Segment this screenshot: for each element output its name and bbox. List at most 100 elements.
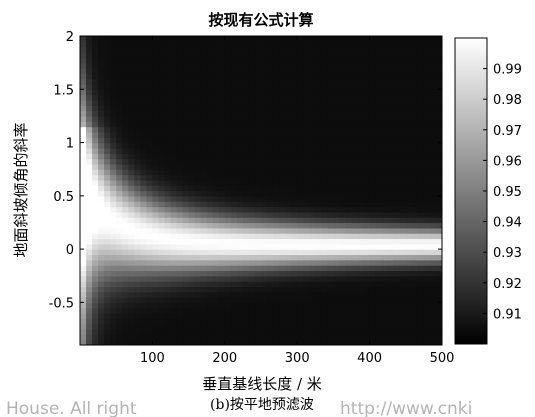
heatmap-cell: [80, 339, 87, 345]
heatmap-cell: [381, 73, 389, 80]
heatmap-cell: [182, 94, 190, 101]
heatmap-cell: [164, 137, 172, 144]
heatmap-cell: [345, 291, 353, 298]
heatmap-cell: [351, 339, 359, 345]
heatmap-cell: [194, 313, 202, 319]
heatmap-cell: [405, 217, 413, 224]
heatmap-cell: [387, 73, 395, 80]
heatmap-cell: [423, 329, 431, 335]
heatmap-cell: [297, 94, 304, 101]
heatmap-cell: [104, 137, 111, 144]
heatmap-cell: [206, 275, 214, 282]
heatmap-cell: [158, 121, 166, 128]
heatmap-cell: [152, 281, 160, 287]
heatmap-cell: [411, 323, 419, 330]
heatmap-cell: [387, 249, 395, 256]
heatmap-cell: [116, 249, 123, 256]
heatmap-cell: [254, 99, 262, 106]
heatmap-cell: [273, 275, 280, 282]
heatmap-cell: [158, 291, 166, 298]
heatmap-cell: [291, 46, 298, 53]
heatmap-cell: [80, 270, 87, 277]
heatmap-cell: [104, 286, 111, 293]
heatmap-cell: [224, 169, 232, 176]
heatmap-cell: [267, 217, 274, 224]
y-tick-label: 0.5: [53, 190, 74, 205]
heatmap-cell: [327, 217, 334, 224]
heatmap-cell: [291, 307, 298, 314]
heatmap-cell: [423, 243, 431, 250]
heatmap-cell: [254, 339, 262, 345]
heatmap-cell: [405, 105, 413, 112]
heatmap-cell: [393, 51, 401, 58]
heatmap-cell: [411, 131, 419, 138]
heatmap-cell: [387, 334, 395, 341]
heatmap-cell: [242, 110, 250, 117]
heatmap-cell: [285, 302, 292, 309]
heatmap-cell: [261, 243, 268, 250]
heatmap-cell: [423, 83, 431, 90]
heatmap-cell: [393, 206, 401, 213]
heatmap-cell: [86, 329, 93, 335]
heatmap-cell: [242, 249, 250, 256]
heatmap-cell: [345, 259, 353, 266]
heatmap-cell: [399, 147, 407, 154]
heatmap-cell: [218, 259, 226, 266]
heatmap-cell: [423, 313, 431, 319]
heatmap-cell: [297, 158, 304, 165]
heatmap-cell: [98, 206, 105, 213]
heatmap-cell: [261, 36, 268, 42]
heatmap-cell: [327, 89, 334, 96]
heatmap-cell: [80, 83, 87, 90]
heatmap-cell: [140, 185, 147, 192]
heatmap-cell: [146, 323, 153, 330]
heatmap-cell: [429, 94, 437, 101]
heatmap-cell: [98, 201, 105, 208]
heatmap-cell: [254, 211, 262, 218]
heatmap-cell: [369, 254, 377, 261]
heatmap-cell: [267, 158, 274, 165]
heatmap-cell: [363, 227, 371, 234]
heatmap-cell: [122, 83, 129, 90]
heatmap-cell: [230, 222, 238, 229]
heatmap-cell: [152, 238, 160, 245]
heatmap-cell: [86, 174, 93, 181]
heatmap-cell: [134, 137, 141, 144]
heatmap-cell: [291, 94, 298, 101]
heatmap-cell: [104, 323, 111, 330]
heatmap-cell: [333, 126, 341, 133]
heatmap-cell: [212, 137, 220, 144]
heatmap-cell: [381, 46, 389, 53]
heatmap-cell: [206, 227, 214, 234]
heatmap-cell: [417, 46, 425, 53]
heatmap-cell: [164, 142, 172, 149]
heatmap-cell: [411, 105, 419, 112]
heatmap-cell: [164, 163, 172, 170]
heatmap-cell: [297, 259, 304, 266]
heatmap-cell: [261, 286, 268, 293]
heatmap-cell: [363, 281, 371, 287]
heatmap-cell: [164, 126, 172, 133]
heatmap-cell: [321, 217, 328, 224]
heatmap-cell: [86, 78, 93, 85]
heatmap-cell: [188, 323, 196, 330]
heatmap-cell: [188, 163, 196, 170]
heatmap-cell: [254, 131, 262, 138]
heatmap-cell: [176, 89, 184, 96]
heatmap-cell: [393, 211, 401, 218]
heatmap-cell: [333, 89, 341, 96]
heatmap-cell: [429, 105, 437, 112]
heatmap-cell: [381, 142, 389, 149]
heatmap-cell: [224, 147, 232, 154]
heatmap-cell: [122, 57, 129, 64]
heatmap-cell: [134, 46, 141, 53]
heatmap-cell: [92, 291, 99, 298]
heatmap-cell: [375, 62, 383, 69]
heatmap-cell: [363, 339, 371, 345]
heatmap-cell: [194, 105, 202, 112]
heatmap-cell: [140, 302, 147, 309]
heatmap-cell: [152, 51, 160, 58]
heatmap-cell: [393, 233, 401, 240]
heatmap-cell: [423, 36, 431, 42]
